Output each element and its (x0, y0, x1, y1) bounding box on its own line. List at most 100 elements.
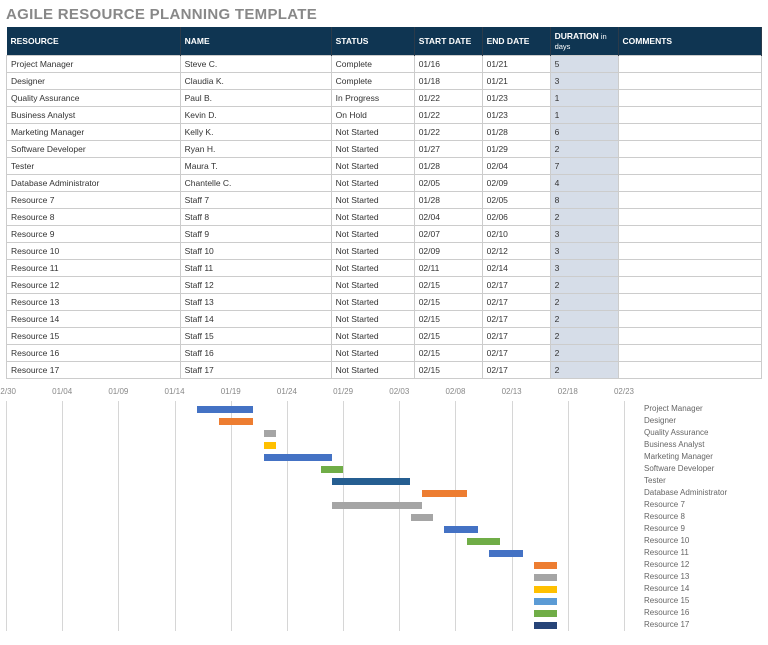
gantt-bar[interactable] (534, 586, 556, 593)
gantt-bar[interactable] (467, 538, 501, 545)
cell-start[interactable]: 01/22 (414, 107, 482, 124)
cell-name[interactable]: Kevin D. (180, 107, 331, 124)
cell-status[interactable]: Not Started (331, 311, 414, 328)
cell-start[interactable]: 02/05 (414, 175, 482, 192)
gantt-bar[interactable] (264, 454, 331, 461)
cell-comments[interactable] (618, 90, 762, 107)
cell-status[interactable]: Not Started (331, 277, 414, 294)
cell-end[interactable]: 02/06 (482, 209, 550, 226)
cell-start[interactable]: 02/15 (414, 362, 482, 379)
cell-duration[interactable]: 3 (550, 243, 618, 260)
cell-comments[interactable] (618, 107, 762, 124)
cell-status[interactable]: Not Started (331, 243, 414, 260)
cell-duration[interactable]: 6 (550, 124, 618, 141)
cell-duration[interactable]: 2 (550, 345, 618, 362)
cell-start[interactable]: 02/15 (414, 277, 482, 294)
cell-status[interactable]: Not Started (331, 141, 414, 158)
cell-name[interactable]: Ryan H. (180, 141, 331, 158)
cell-end[interactable]: 02/17 (482, 294, 550, 311)
cell-start[interactable]: 02/04 (414, 209, 482, 226)
cell-status[interactable]: On Hold (331, 107, 414, 124)
cell-comments[interactable] (618, 175, 762, 192)
cell-end[interactable]: 02/17 (482, 277, 550, 294)
cell-comments[interactable] (618, 294, 762, 311)
cell-start[interactable]: 01/28 (414, 158, 482, 175)
gantt-bar[interactable] (219, 418, 253, 425)
cell-comments[interactable] (618, 328, 762, 345)
cell-start[interactable]: 01/22 (414, 124, 482, 141)
cell-comments[interactable] (618, 311, 762, 328)
col-header-start[interactable]: START DATE (414, 27, 482, 56)
col-header-duration[interactable]: DURATION in days (550, 27, 618, 56)
cell-status[interactable]: Not Started (331, 158, 414, 175)
table-row[interactable]: Software DeveloperRyan H.Not Started01/2… (7, 141, 762, 158)
col-header-resource[interactable]: RESOURCE (7, 27, 181, 56)
table-row[interactable]: Resource 10Staff 10Not Started02/0902/12… (7, 243, 762, 260)
table-row[interactable]: Resource 9Staff 9Not Started02/0702/103 (7, 226, 762, 243)
table-row[interactable]: Resource 17Staff 17Not Started02/1502/17… (7, 362, 762, 379)
cell-duration[interactable]: 2 (550, 294, 618, 311)
gantt-bar[interactable] (264, 442, 275, 449)
table-row[interactable]: Marketing ManagerKelly K.Not Started01/2… (7, 124, 762, 141)
cell-comments[interactable] (618, 56, 762, 73)
table-row[interactable]: Resource 13Staff 13Not Started02/1502/17… (7, 294, 762, 311)
cell-end[interactable]: 02/10 (482, 226, 550, 243)
cell-end[interactable]: 01/21 (482, 73, 550, 90)
cell-end[interactable]: 01/21 (482, 56, 550, 73)
gantt-bar[interactable] (489, 550, 523, 557)
cell-resource[interactable]: Resource 8 (7, 209, 181, 226)
cell-name[interactable]: Chantelle C. (180, 175, 331, 192)
cell-duration[interactable]: 2 (550, 311, 618, 328)
cell-start[interactable]: 02/15 (414, 328, 482, 345)
cell-duration[interactable]: 2 (550, 277, 618, 294)
cell-resource[interactable]: Resource 10 (7, 243, 181, 260)
cell-comments[interactable] (618, 226, 762, 243)
table-row[interactable]: Resource 12Staff 12Not Started02/1502/17… (7, 277, 762, 294)
gantt-bar[interactable] (197, 406, 253, 413)
table-row[interactable]: Resource 7Staff 7Not Started01/2802/058 (7, 192, 762, 209)
col-header-status[interactable]: STATUS (331, 27, 414, 56)
cell-status[interactable]: Not Started (331, 294, 414, 311)
cell-resource[interactable]: Resource 7 (7, 192, 181, 209)
cell-comments[interactable] (618, 141, 762, 158)
cell-start[interactable]: 02/15 (414, 311, 482, 328)
cell-duration[interactable]: 3 (550, 260, 618, 277)
cell-resource[interactable]: Software Developer (7, 141, 181, 158)
table-row[interactable]: Resource 8Staff 8Not Started02/0402/062 (7, 209, 762, 226)
cell-status[interactable]: Not Started (331, 175, 414, 192)
gantt-bar[interactable] (332, 502, 422, 509)
cell-duration[interactable]: 1 (550, 90, 618, 107)
cell-end[interactable]: 02/09 (482, 175, 550, 192)
cell-resource[interactable]: Database Administrator (7, 175, 181, 192)
table-row[interactable]: Resource 11Staff 11Not Started02/1102/14… (7, 260, 762, 277)
cell-name[interactable]: Staff 17 (180, 362, 331, 379)
cell-name[interactable]: Staff 15 (180, 328, 331, 345)
cell-resource[interactable]: Business Analyst (7, 107, 181, 124)
cell-name[interactable]: Staff 10 (180, 243, 331, 260)
table-row[interactable]: DesignerClaudia K.Complete01/1801/213 (7, 73, 762, 90)
cell-comments[interactable] (618, 362, 762, 379)
cell-resource[interactable]: Resource 11 (7, 260, 181, 277)
cell-resource[interactable]: Resource 15 (7, 328, 181, 345)
cell-start[interactable]: 01/27 (414, 141, 482, 158)
gantt-bar[interactable] (534, 562, 556, 569)
cell-status[interactable]: Not Started (331, 328, 414, 345)
cell-end[interactable]: 01/23 (482, 90, 550, 107)
cell-start[interactable]: 02/15 (414, 345, 482, 362)
cell-start[interactable]: 02/11 (414, 260, 482, 277)
cell-comments[interactable] (618, 192, 762, 209)
cell-resource[interactable]: Resource 12 (7, 277, 181, 294)
cell-end[interactable]: 02/12 (482, 243, 550, 260)
gantt-bar[interactable] (534, 598, 556, 605)
cell-duration[interactable]: 2 (550, 362, 618, 379)
cell-name[interactable]: Staff 8 (180, 209, 331, 226)
cell-name[interactable]: Staff 14 (180, 311, 331, 328)
cell-name[interactable]: Staff 11 (180, 260, 331, 277)
cell-comments[interactable] (618, 243, 762, 260)
cell-duration[interactable]: 1 (550, 107, 618, 124)
cell-name[interactable]: Claudia K. (180, 73, 331, 90)
table-row[interactable]: Business AnalystKevin D.On Hold01/2201/2… (7, 107, 762, 124)
gantt-bar[interactable] (534, 622, 556, 629)
cell-name[interactable]: Maura T. (180, 158, 331, 175)
cell-name[interactable]: Staff 7 (180, 192, 331, 209)
